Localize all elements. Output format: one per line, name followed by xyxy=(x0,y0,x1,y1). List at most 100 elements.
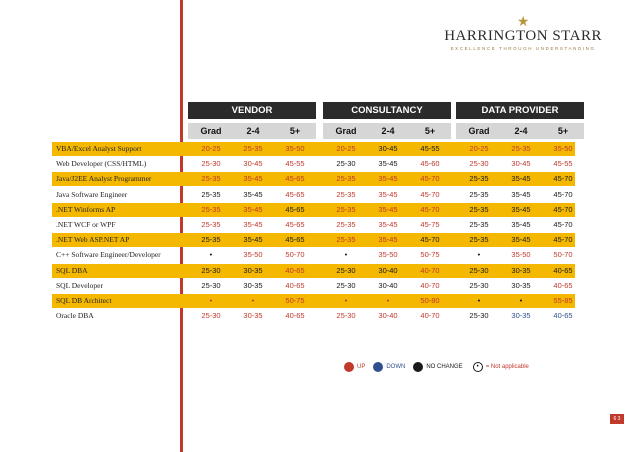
legend-down: DOWN xyxy=(386,364,406,370)
row-label: .NET Web ASP.NET AP xyxy=(56,235,130,245)
subheader-bg xyxy=(188,123,316,139)
table-cell: • xyxy=(344,250,348,260)
table-cell: 25-35 xyxy=(469,189,489,199)
table-cell: 45-70 xyxy=(553,189,573,199)
table-cell: 45-60 xyxy=(420,159,440,169)
table-cell: • xyxy=(386,296,390,305)
table-row xyxy=(52,172,575,187)
subheader-cell: 2-4 xyxy=(514,126,528,136)
legend-nochange: NO CHANGE xyxy=(426,364,463,370)
table-cell: 45-70 xyxy=(553,235,573,245)
table-cell: • xyxy=(251,296,255,305)
table-cell: 25-30 xyxy=(201,265,221,275)
subheader-bg xyxy=(323,123,451,139)
table-cell: 40-70 xyxy=(420,311,440,321)
table-cell: 35-45 xyxy=(511,235,531,245)
table-cell: 20-25 xyxy=(201,144,221,153)
row-label: .NET Winforms AP xyxy=(56,204,116,214)
row-label: Oracle DBA xyxy=(56,311,94,321)
table-cell: 35-45 xyxy=(243,174,263,184)
table-cell: • xyxy=(477,296,481,305)
table-cell: • xyxy=(477,250,481,260)
table-cell: 25-35 xyxy=(469,220,489,229)
brand-logo: ★ HARRINGTON STARR EXCELLENCE THROUGH UN… xyxy=(444,14,602,51)
table-cell: 25-35 xyxy=(201,174,221,184)
brand-tagline: EXCELLENCE THROUGH UNDERSTANDING xyxy=(450,46,596,51)
table-cell: 35-45 xyxy=(243,189,263,199)
table-cell: 45-55 xyxy=(285,159,305,169)
table-cell: 45-75 xyxy=(420,220,440,229)
table-cell: 35-45 xyxy=(511,174,531,184)
table-cell: 25-30 xyxy=(336,311,356,321)
table-row xyxy=(52,294,575,308)
row-label: SQL Developer xyxy=(56,280,103,290)
table-cell: 35-50 xyxy=(378,250,398,260)
table-cell: 25-35 xyxy=(336,174,356,184)
table-cell: 35-45 xyxy=(378,235,398,245)
row-label: SQL DB Architect xyxy=(56,296,112,305)
row-label: C++ Software Engineer/Developer xyxy=(56,250,161,260)
table-cell: 25-30 xyxy=(469,311,489,321)
table-cell: 25-35 xyxy=(336,204,356,214)
table-cell: 45-65 xyxy=(285,189,305,199)
legend-up: UP xyxy=(357,364,366,370)
table-cell: 45-65 xyxy=(285,220,305,229)
subheader-cell: 5+ xyxy=(424,126,436,136)
table-cell: 45-55 xyxy=(420,144,440,153)
table-cell: 25-35 xyxy=(243,144,263,153)
table-cell: 30-45 xyxy=(511,159,531,169)
table-cell: 40-65 xyxy=(553,280,573,290)
table-cell: 30-35 xyxy=(511,265,531,275)
table-cell: 45-55 xyxy=(553,159,573,169)
subheader-cell: Grad xyxy=(335,126,357,136)
table-row xyxy=(52,202,575,217)
table-cell: • xyxy=(519,296,523,305)
table-cell: 50-75 xyxy=(420,250,440,260)
table-cell: 25-30 xyxy=(336,159,356,169)
row-label: .NET WCF or WPF xyxy=(56,220,116,229)
subheader-cell: 2-4 xyxy=(381,126,395,136)
table-cell: 35-45 xyxy=(511,189,531,199)
up-dot-icon xyxy=(344,362,354,372)
table-cell: 35-45 xyxy=(511,204,531,214)
table-cell: 35-45 xyxy=(243,220,263,229)
page-number: 6 3 xyxy=(610,414,624,424)
table-cell: 40-65 xyxy=(553,265,573,275)
table-cell: 25-35 xyxy=(511,144,531,153)
row-label: VBA/Excel Analyst Support xyxy=(56,144,142,153)
subheader-cell: Grad xyxy=(468,126,490,136)
table-cell: 45-70 xyxy=(420,174,440,184)
table-cell: 35-45 xyxy=(243,235,263,245)
table-cell: 25-35 xyxy=(201,235,221,245)
star-icon: ★ xyxy=(516,13,530,29)
table-cell: 40-65 xyxy=(285,265,305,275)
table-cell: 20-25 xyxy=(336,144,356,153)
table-cell: 45-70 xyxy=(553,220,573,229)
subheader-cell: 2-4 xyxy=(246,126,260,136)
table-cell: 30-35 xyxy=(511,311,531,321)
table-cell: 30-35 xyxy=(243,311,263,321)
table-cell: 30-40 xyxy=(378,265,398,275)
table-cell: 25-30 xyxy=(469,159,489,169)
table-cell: 25-35 xyxy=(336,220,356,229)
table-cell: 45-70 xyxy=(420,189,440,199)
table-cell: 50-75 xyxy=(285,296,305,305)
table-cell: 30-35 xyxy=(243,280,263,290)
group-header: CONSULTANCY xyxy=(323,102,451,119)
table-cell: 25-35 xyxy=(201,189,221,199)
na-dot-icon: • xyxy=(472,362,483,372)
table-cell: • xyxy=(209,296,213,305)
table-cell: 40-65 xyxy=(285,311,305,321)
table-cell: 30-40 xyxy=(378,311,398,321)
table-cell: 30-35 xyxy=(511,280,531,290)
table-cell: 20-25 xyxy=(469,144,489,153)
table-cell: 50-70 xyxy=(553,250,573,260)
table-cell: 50-80 xyxy=(420,296,440,305)
table-cell: 35-50 xyxy=(511,250,531,260)
group-header: VENDOR xyxy=(188,102,316,119)
table-cell: 25-35 xyxy=(469,204,489,214)
table-cell: 25-30 xyxy=(201,311,221,321)
subheader-cell: 5+ xyxy=(557,126,569,136)
table-cell: 35-45 xyxy=(378,189,398,199)
row-label: SQL DBA xyxy=(56,265,88,275)
